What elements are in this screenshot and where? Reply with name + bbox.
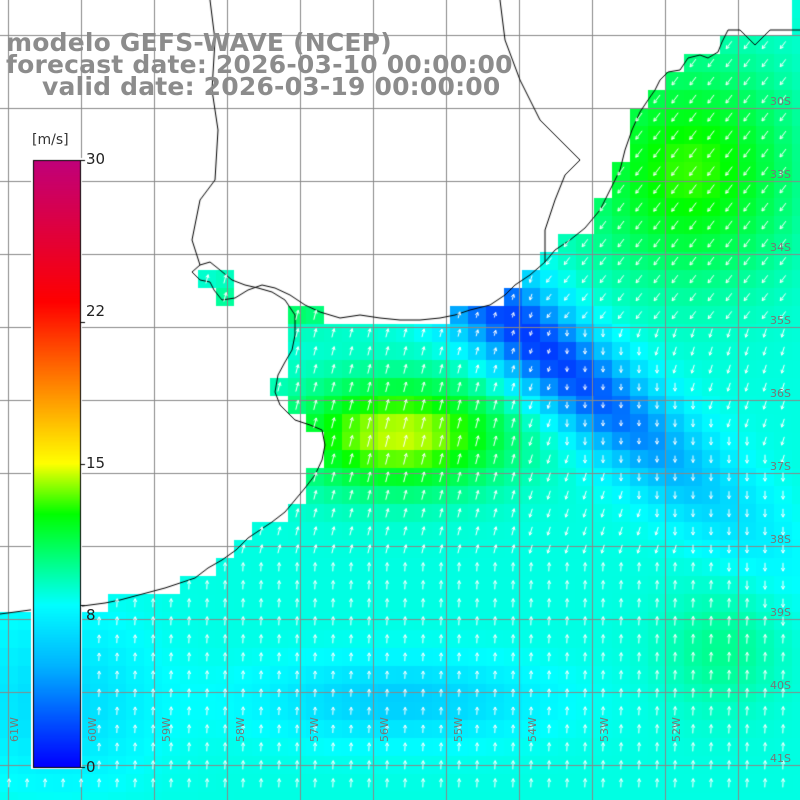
lon-label: 57W bbox=[308, 717, 321, 742]
lon-label: 56W bbox=[378, 717, 391, 742]
lat-label: 41S bbox=[770, 752, 791, 765]
lat-label: 34S bbox=[770, 241, 791, 254]
colorbar-tick-8: 8 bbox=[86, 606, 96, 624]
model-title: modelo GEFS-WAVE (NCEP) bbox=[6, 28, 392, 57]
lon-label: 52W bbox=[670, 717, 683, 742]
lat-label: 30S bbox=[770, 95, 791, 108]
lon-label: 60W bbox=[86, 717, 99, 742]
colorbar-tick-22: 22 bbox=[86, 302, 106, 320]
valid-date: valid date: 2026-03-19 00:00:00 bbox=[42, 72, 501, 101]
colorbar-tick-30: 30 bbox=[86, 150, 106, 168]
colorbar-tick-15: 15 bbox=[86, 454, 106, 472]
lat-label: 38S bbox=[770, 533, 791, 546]
lat-label: 35S bbox=[770, 314, 791, 327]
lon-label: 61W bbox=[8, 717, 21, 742]
lat-label: 40S bbox=[770, 679, 791, 692]
lon-label: 55W bbox=[452, 717, 465, 742]
lon-label: 59W bbox=[160, 717, 173, 742]
lon-label: 54W bbox=[526, 717, 539, 742]
lon-label: 58W bbox=[234, 717, 247, 742]
lat-label: 37S bbox=[770, 460, 791, 473]
forecast-date: forecast date: 2026-03-10 00:00:00 bbox=[6, 50, 513, 79]
colorbar-unit: [m/s] bbox=[32, 132, 69, 148]
colorbar-tick-0: 0 bbox=[86, 758, 96, 776]
lat-label: 39S bbox=[770, 606, 791, 619]
lat-label: 36S bbox=[770, 387, 791, 400]
lon-label: 53W bbox=[598, 717, 611, 742]
lat-label: 33S bbox=[770, 168, 791, 181]
